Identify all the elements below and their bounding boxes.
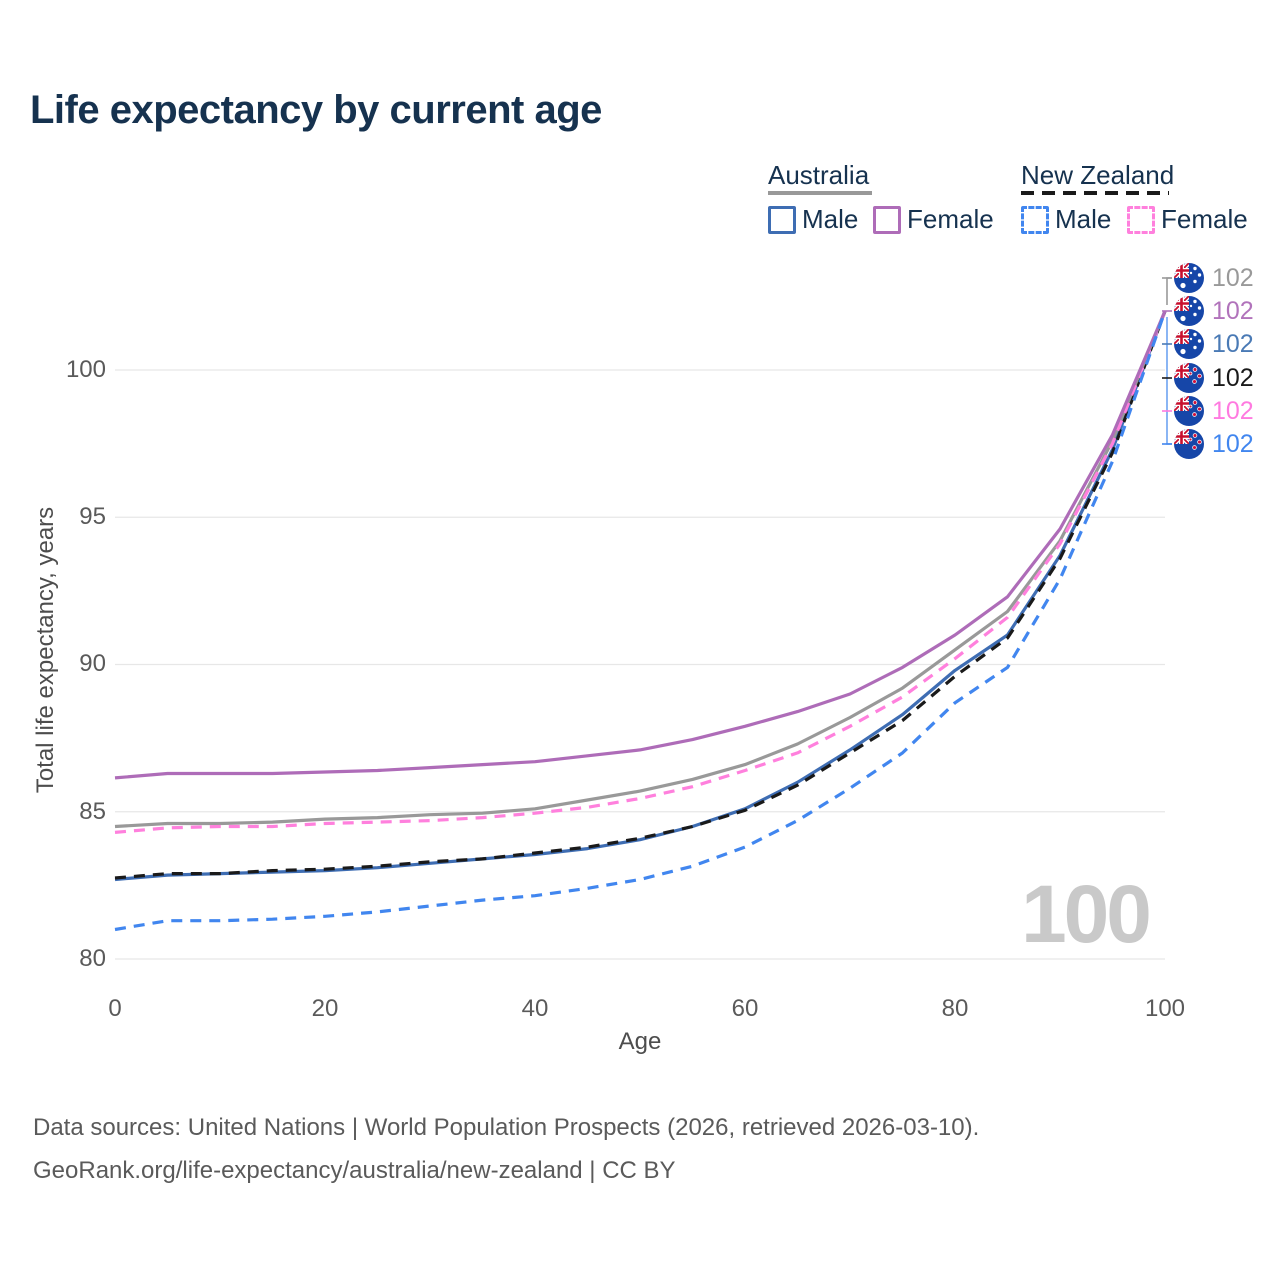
legend-group-new-zealand-label: New Zealand [1021,160,1175,190]
australia-male-swatch-icon [768,205,796,234]
new-zealand-flag-icon [1174,429,1204,459]
australia-flag-icon [1174,329,1204,359]
legend-item-new-zealand-male[interactable]: Male [1021,204,1111,235]
legend-group-australia-label: Australia [768,160,870,190]
legend-item-label: Female [1161,204,1248,234]
data-sources-line: Data sources: United Nations | World Pop… [33,1114,980,1141]
end-label-new-zealand-female: 102 [1174,396,1254,426]
legend-item-label: Male [802,204,859,234]
end-value: 102 [1212,263,1254,292]
end-value: 102 [1212,296,1254,325]
end-label-new-zealand-male: 102 [1174,429,1254,459]
y-tick-80: 80 [79,945,106,972]
end-label-new-zealand: 102 [1174,363,1254,393]
x-axis-title: Age [618,1028,662,1055]
legend-item-australia-female[interactable]: Female [873,204,994,235]
new-zealand-flag-icon [1174,363,1204,393]
legend-item-australia-male[interactable]: Male [768,204,858,235]
australia-flag-icon [1174,263,1204,293]
x-tick-60: 60 [731,995,759,1022]
y-axis-title: Total life expectancy, years [32,506,59,794]
license-line: GeoRank.org/life-expectancy/australia/ne… [33,1157,676,1184]
end-label-australia: 102 [1174,263,1254,293]
end-label-australia-female: 102 [1174,296,1254,326]
new-zealand-flag-icon [1174,396,1204,426]
page-title: Life expectancy by current age [30,88,602,132]
x-tick-80: 80 [941,995,969,1022]
legend-australia-line-sample [768,191,872,195]
new-zealand-male-swatch-icon [1021,205,1049,234]
australia-flag-icon [1174,296,1204,326]
x-tick-100: 100 [1144,995,1186,1022]
end-value: 102 [1212,363,1254,392]
y-tick-90: 90 [79,650,106,677]
y-tick-95: 95 [79,503,106,530]
new-zealand-female-swatch-icon [1127,205,1155,234]
age-counter-watermark: 100 [1021,869,1152,960]
x-tick-40: 40 [521,995,549,1022]
x-tick-20: 20 [311,995,339,1022]
end-value: 102 [1212,396,1254,425]
australia-female-swatch-icon [873,205,901,234]
end-value: 102 [1212,429,1254,458]
y-tick-100: 100 [65,356,106,383]
legend-item-label: Male [1055,204,1112,234]
end-label-australia-male: 102 [1174,329,1254,359]
source-attribution: Data sources: United Nations | World Pop… [33,1106,979,1192]
end-value: 102 [1212,329,1254,358]
legend-item-new-zealand-female[interactable]: Female [1127,204,1248,235]
y-tick-85: 85 [79,798,106,825]
legend-item-label: Female [907,204,994,234]
x-tick-0: 0 [108,995,122,1022]
legend-new-zealand-line-sample [1021,191,1169,195]
